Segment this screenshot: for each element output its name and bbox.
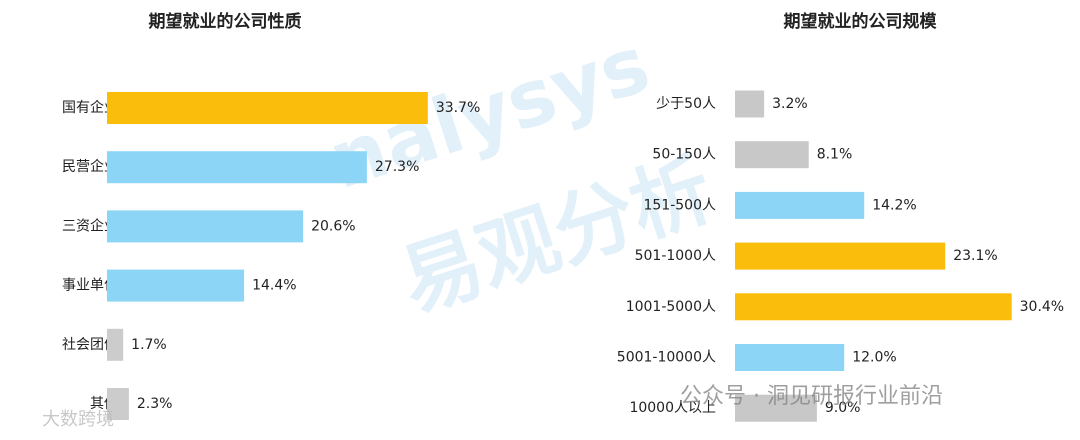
category-label: 少于50人: [656, 96, 716, 112]
watermark: 公众号 · 洞见研报行业前沿: [680, 384, 943, 409]
bar: [107, 210, 304, 243]
category-label: 社会团体: [62, 337, 118, 353]
bar: [735, 242, 946, 270]
bar: [735, 90, 765, 118]
value-label: 9.0%: [825, 400, 861, 416]
value-label: 3.2%: [772, 96, 808, 112]
bar: [735, 141, 809, 169]
bar: [735, 394, 817, 422]
value-label: 27.3%: [375, 159, 419, 175]
category-label: 1001-5000人: [626, 299, 716, 315]
chart-title: 期望就业的公司规模: [784, 11, 938, 32]
category-label: 国有企业: [62, 99, 118, 116]
category-label: 民营企业: [62, 158, 118, 175]
value-label: 23.1%: [953, 248, 997, 264]
category-label: 10000人以上: [629, 400, 716, 416]
value-label: 12.0%: [852, 350, 896, 366]
value-label: 1.7%: [131, 337, 167, 353]
value-label: 8.1%: [817, 147, 853, 163]
bar: [107, 328, 124, 361]
watermark: 大数跨境: [42, 409, 114, 430]
category-label: 三资企业: [62, 217, 118, 234]
value-label: 33.7%: [436, 100, 480, 116]
bar: [107, 92, 428, 124]
value-label: 30.4%: [1020, 299, 1064, 315]
value-label: 20.6%: [311, 218, 355, 234]
category-label: 501-1000人: [635, 248, 716, 264]
bar: [735, 293, 1012, 321]
category-label: 50-150人: [652, 147, 716, 163]
value-label: 14.4%: [252, 278, 296, 294]
category-label: 5001-10000人: [617, 350, 716, 366]
bar: [107, 151, 367, 184]
bar: [735, 344, 845, 371]
chart-title: 期望就业的公司性质: [149, 11, 302, 32]
category-label: 151-500人: [644, 197, 717, 213]
value-label: 14.2%: [872, 197, 916, 213]
value-label: 2.3%: [137, 396, 173, 412]
category-label: 事业单位: [62, 278, 118, 294]
bar: [107, 269, 245, 302]
bar: [107, 388, 129, 420]
bar: [735, 191, 865, 219]
